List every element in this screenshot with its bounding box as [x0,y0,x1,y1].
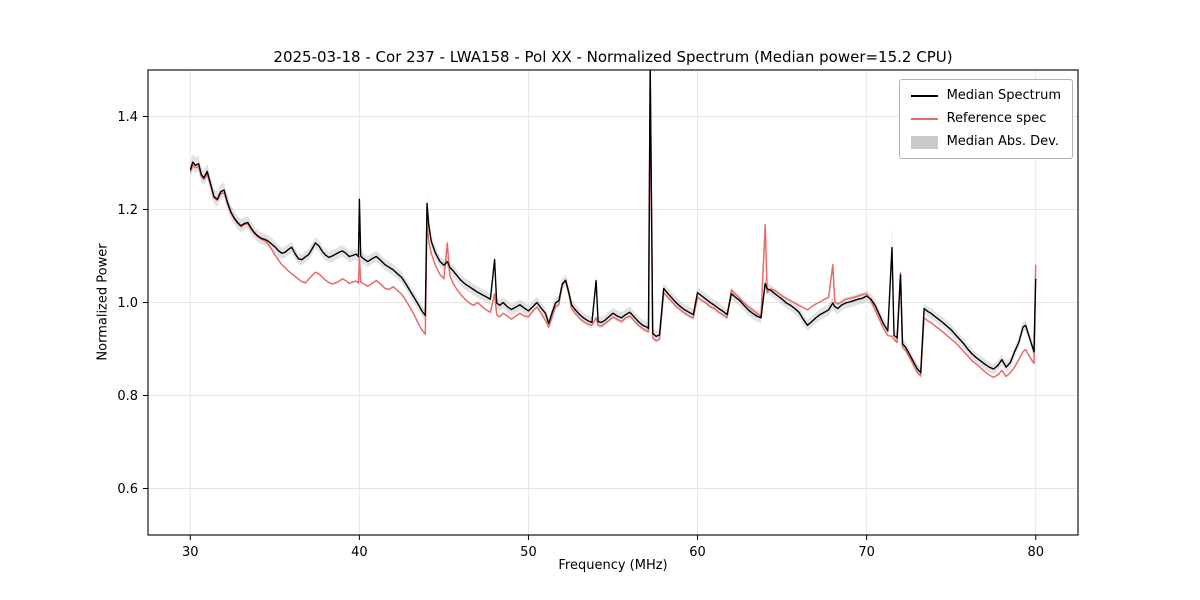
legend-item-reference: Reference spec [910,111,1061,127]
reference-line [189,71,1037,379]
axis-ticks: 30 40 50 60 70 80 0.6 0.8 1.0 1.2 1.4 [117,110,1044,560]
legend-item-median: Median Spectrum [910,88,1061,104]
x-tick-label: 30 [182,545,199,560]
x-tick-label: 70 [858,545,875,560]
mad-band-swatch-icon [910,135,938,149]
y-tick-label: 1.2 [117,203,138,218]
y-tick-label: 0.8 [117,389,138,404]
chart-title: 2025-03-18 - Cor 237 - LWA158 - Pol XX -… [273,48,953,66]
x-axis-label: Frequency (MHz) [558,558,668,573]
median-line-swatch-icon [910,95,938,97]
y-tick-label: 0.6 [117,482,138,497]
x-tick-label: 40 [351,545,368,560]
legend-item-mad: Median Abs. Dev. [910,134,1061,150]
x-tick-label: 50 [520,545,537,560]
reference-line-swatch-icon [910,118,938,120]
median-line [189,70,1037,374]
legend-label-reference: Reference spec [946,111,1047,126]
x-tick-label: 60 [689,545,706,560]
legend-label-median: Median Spectrum [946,88,1061,103]
y-tick-label: 1.4 [117,110,138,125]
legend: Median Spectrum Reference spec Median Ab… [898,79,1073,159]
y-tick-label: 1.0 [117,296,138,311]
legend-label-mad: Median Abs. Dev. [946,134,1060,149]
x-tick-label: 80 [1027,545,1044,560]
